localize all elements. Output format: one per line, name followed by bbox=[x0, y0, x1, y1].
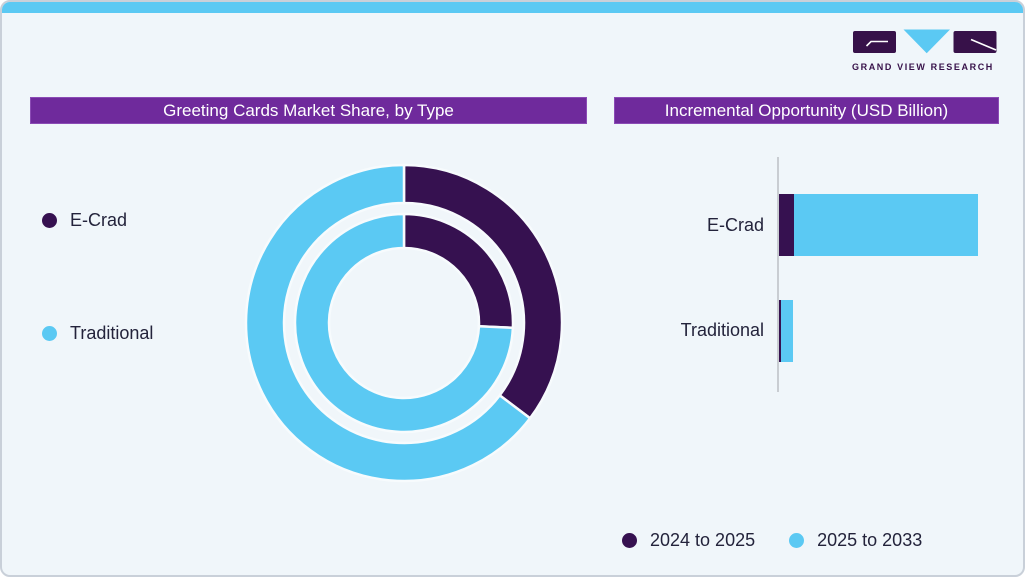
series-2025-2033-dot-icon bbox=[789, 532, 805, 548]
donut-chart bbox=[244, 163, 564, 483]
ecrad-legend-dot-icon bbox=[42, 212, 57, 228]
grand-view-research-logo: GRAND VIEW RESEARCH bbox=[852, 29, 998, 72]
legend-item-ecrad: E-Crad bbox=[42, 209, 127, 231]
bar-chart-title-text: Incremental Opportunity (USD Billion) bbox=[664, 100, 949, 120]
bar-chart-legend: 2024 to 2025 2025 to 2033 bbox=[622, 529, 922, 551]
bar-Traditional-2025-to-2033 bbox=[781, 300, 793, 362]
legend-item-2025-2033: 2025 to 2033 bbox=[789, 529, 922, 551]
series-2025-2033-label: 2025 to 2033 bbox=[817, 530, 923, 550]
bar-E-Crad-2025-to-2033 bbox=[794, 194, 978, 256]
logo-wordmark: GRAND VIEW RESEARCH bbox=[852, 62, 994, 72]
donut-inner-segment-Traditional bbox=[293, 212, 515, 434]
bar-chart-title: Incremental Opportunity (USD Billion) bbox=[614, 97, 999, 124]
legend-item-traditional: Traditional bbox=[42, 322, 153, 344]
bar-chart-axis bbox=[777, 157, 779, 392]
top-accent-strip bbox=[2, 2, 1023, 13]
series-2024-2025-dot-icon bbox=[622, 532, 637, 548]
donut-outer-segment-Traditional bbox=[244, 163, 532, 483]
bar-category-label-ecrad: E-Crad bbox=[706, 215, 764, 235]
bar-E-Crad-2024-to-2025 bbox=[779, 194, 794, 256]
traditional-legend-label: Traditional bbox=[70, 323, 154, 343]
donut-svg bbox=[244, 163, 564, 483]
traditional-legend-dot-icon bbox=[42, 325, 57, 341]
donut-chart-title: Greeting Cards Market Share, by Type bbox=[30, 97, 587, 124]
bar-category-label-traditional: Traditional bbox=[680, 320, 764, 340]
ecrad-legend-label: E-Crad bbox=[70, 210, 128, 230]
donut-chart-title-text: Greeting Cards Market Share, by Type bbox=[163, 100, 454, 120]
legend-item-2024-2025: 2024 to 2025 bbox=[622, 529, 755, 551]
bar-Traditional-2024-to-2025 bbox=[779, 300, 781, 362]
series-2024-2025-label: 2024 to 2025 bbox=[650, 530, 756, 550]
gvr-logo-icon bbox=[853, 29, 997, 54]
